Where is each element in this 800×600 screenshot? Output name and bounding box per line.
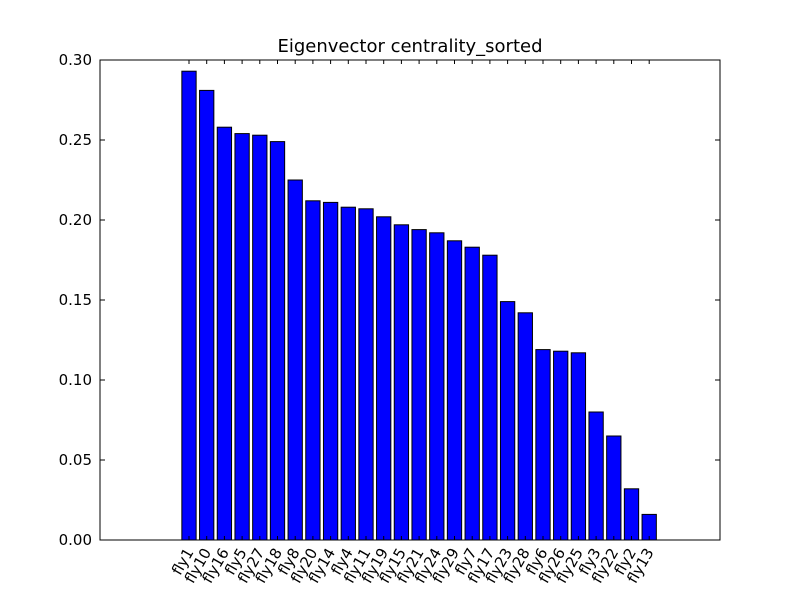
y-tick-label: 0.20 [59, 211, 92, 229]
bar-fly19 [376, 216, 392, 541]
bar-fly6 [535, 349, 551, 541]
plot-frame [99, 59, 721, 541]
bar-fly17 [482, 254, 498, 541]
y-tick-label: 0.25 [59, 131, 92, 149]
bar-fly14 [322, 201, 339, 541]
y-tick-label: 0.15 [59, 291, 92, 309]
bar-fly7 [464, 246, 480, 541]
bar-fly22 [606, 435, 622, 541]
bar-fly5 [234, 133, 250, 541]
bar-fly11 [358, 208, 374, 541]
y-tick-label: 0.30 [59, 51, 92, 69]
chart-title: Eigenvector centrality_sorted [277, 36, 542, 57]
bars-group [181, 70, 657, 541]
bar-fly16 [216, 126, 233, 541]
bar-fly25 [570, 352, 587, 541]
bar-fly26 [553, 350, 569, 541]
bar-fly3 [588, 411, 604, 541]
bar-fly29 [446, 240, 463, 541]
bar-fly15 [393, 224, 410, 541]
y-tick-label: 0.05 [59, 451, 92, 469]
bar-fly10 [199, 89, 215, 541]
bar-fly18 [269, 141, 286, 541]
bar-fly28 [517, 312, 533, 541]
bar-fly1 [181, 70, 197, 541]
bar-fly27 [252, 134, 268, 541]
bar-fly23 [499, 301, 516, 541]
bar-fly4 [340, 206, 356, 541]
y-axis: 0.00 0.05 0.10 0.15 0.20 0.25 0.30 [59, 51, 720, 549]
y-tick-label: 0.10 [59, 371, 92, 389]
y-tick-label: 0.00 [59, 531, 92, 549]
bar-fly20 [305, 200, 321, 541]
bar-fly21 [411, 229, 427, 541]
bar-fly8 [287, 179, 303, 541]
bar-fly24 [429, 232, 445, 541]
bar-fly2 [623, 488, 640, 541]
